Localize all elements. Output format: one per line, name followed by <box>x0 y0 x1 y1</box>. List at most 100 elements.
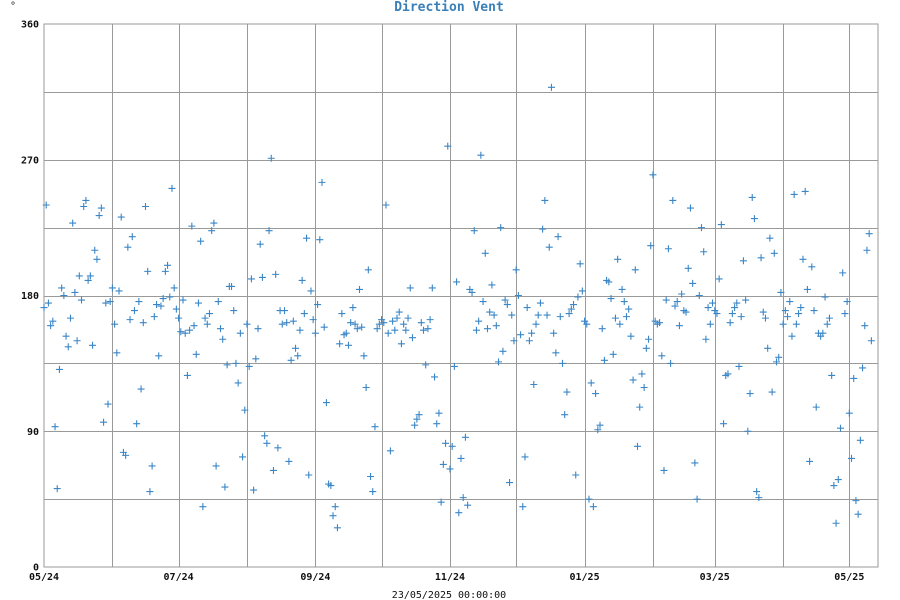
data-point <box>570 301 578 309</box>
data-point <box>417 319 425 327</box>
data-point <box>93 255 101 263</box>
data-point <box>845 409 853 417</box>
data-point <box>133 420 141 428</box>
data-point <box>358 323 366 331</box>
data-point <box>360 352 368 360</box>
data-point <box>649 171 657 179</box>
data-point <box>168 184 176 192</box>
data-point <box>199 503 207 511</box>
data-point <box>327 482 335 490</box>
data-point <box>660 466 668 474</box>
data-point <box>353 325 361 333</box>
data-point <box>89 341 97 349</box>
data-point <box>252 355 260 363</box>
data-point <box>764 344 772 352</box>
data-point <box>777 288 785 296</box>
data-point <box>139 319 147 327</box>
data-point <box>232 359 240 367</box>
data-point <box>336 340 344 348</box>
data-point <box>395 308 403 316</box>
data-point <box>349 304 357 312</box>
data-point <box>534 311 542 319</box>
data-point <box>693 495 701 503</box>
data-point <box>243 320 251 328</box>
data-point <box>314 301 322 309</box>
y-tick-label: 270 <box>21 155 39 166</box>
data-point <box>415 411 423 419</box>
data-point <box>161 267 169 275</box>
data-point <box>186 326 194 334</box>
data-point <box>512 266 520 274</box>
x-tick-label: 07/24 <box>164 572 194 583</box>
data-point <box>144 267 152 275</box>
data-point <box>320 323 328 331</box>
data-point <box>230 307 238 315</box>
data-point <box>194 299 202 307</box>
data-point <box>543 311 551 319</box>
data-point <box>164 261 172 269</box>
data-point <box>241 406 249 414</box>
data-point <box>159 295 167 303</box>
data-point <box>697 224 705 232</box>
data-point <box>73 337 81 345</box>
data-point <box>62 332 70 340</box>
data-point <box>700 248 708 256</box>
data-point <box>631 266 639 274</box>
data-point <box>867 337 875 345</box>
data-point <box>709 299 717 307</box>
data-point <box>338 310 346 318</box>
data-point <box>578 287 586 295</box>
data-point <box>122 451 130 459</box>
data-point <box>464 501 472 509</box>
data-point <box>256 240 264 248</box>
data-point <box>594 426 602 434</box>
data-point <box>95 212 103 220</box>
data-point <box>322 399 330 407</box>
data-point <box>329 512 337 520</box>
data-point <box>307 287 315 295</box>
data-point <box>528 329 536 337</box>
data-point <box>792 320 800 328</box>
data-point <box>861 322 869 330</box>
data-point <box>296 326 304 334</box>
data-point <box>316 236 324 244</box>
data-point <box>477 151 485 159</box>
data-point <box>514 292 522 299</box>
data-point <box>453 278 461 286</box>
data-point <box>532 320 540 328</box>
data-point <box>192 350 200 358</box>
data-point <box>64 343 72 351</box>
data-point <box>812 403 820 411</box>
data-point <box>364 266 372 274</box>
data-point <box>620 298 628 306</box>
data-point <box>768 388 776 396</box>
data-point <box>545 243 553 251</box>
data-point <box>841 310 849 318</box>
data-point <box>459 494 467 502</box>
data-point <box>245 362 253 370</box>
data-point <box>408 334 416 342</box>
data-point <box>536 299 544 307</box>
data-point <box>523 304 531 312</box>
data-point <box>450 362 458 370</box>
data-point <box>759 308 767 316</box>
data-point <box>724 370 732 378</box>
data-point <box>519 503 527 511</box>
data-point <box>574 293 582 301</box>
data-point <box>556 313 564 321</box>
data-point <box>481 249 489 257</box>
data-point <box>269 466 277 474</box>
y-tick-label: 0 <box>33 563 39 574</box>
data-point <box>181 329 189 337</box>
data-point <box>179 296 187 304</box>
data-point <box>351 320 359 328</box>
data-point <box>214 298 222 306</box>
data-point <box>292 344 300 352</box>
data-point <box>609 350 617 358</box>
data-point <box>589 503 597 511</box>
data-point <box>300 310 308 318</box>
data-point <box>426 316 434 324</box>
data-point <box>391 326 399 334</box>
data-point <box>400 320 408 328</box>
